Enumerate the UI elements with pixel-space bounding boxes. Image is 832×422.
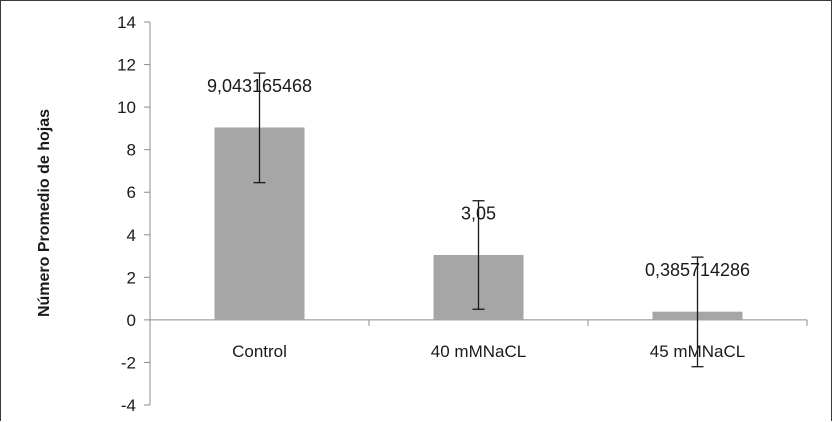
labels: 9,043165468 Control 3,05 40 mMNaCL 0,3857142… <box>207 76 750 361</box>
category-label: 45 mMNaCL <box>650 342 745 361</box>
y-tick-label: 6 <box>127 183 136 202</box>
y-tick-label: 14 <box>117 13 136 32</box>
data-label: 0,385714286 <box>645 260 750 280</box>
category-label: 40 mMNaCL <box>431 342 526 361</box>
y-tick-label: 2 <box>127 268 136 287</box>
data-label: 3,05 <box>461 204 496 224</box>
category-label: Control <box>232 342 287 361</box>
error-bars <box>253 72 704 368</box>
data-label: 9,043165468 <box>207 76 312 96</box>
y-tick-label: 8 <box>127 141 136 160</box>
y-tick-label: 10 <box>117 98 136 117</box>
y-tick-label: 4 <box>127 226 136 245</box>
y-axis-title: Número Promedio de hojas <box>36 109 53 317</box>
y-tick-label: 0 <box>127 311 136 330</box>
y-tick-label: -2 <box>121 353 136 372</box>
y-tick-label: -4 <box>121 396 136 415</box>
y-tick-label: 12 <box>117 56 136 75</box>
